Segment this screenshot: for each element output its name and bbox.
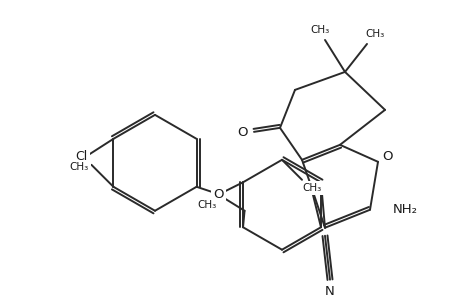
Text: CH₃: CH₃ [70, 162, 89, 172]
Text: CH₃: CH₃ [364, 29, 384, 39]
Text: O: O [237, 126, 248, 139]
Text: CH₃: CH₃ [302, 183, 321, 193]
Text: O: O [382, 150, 392, 163]
Text: Cl: Cl [75, 150, 87, 163]
Text: CH₃: CH₃ [310, 25, 329, 35]
Text: CH₃: CH₃ [197, 200, 216, 210]
Text: NH₂: NH₂ [392, 203, 417, 216]
Text: O: O [213, 188, 224, 201]
Text: N: N [325, 285, 334, 298]
